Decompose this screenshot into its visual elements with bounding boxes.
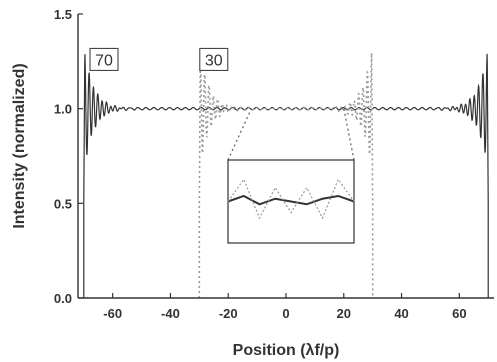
x-tick-label: -20 [219,306,238,321]
annotation-label-1: 30 [205,52,223,69]
annotation-box-1 [199,47,229,71]
series-layer [83,51,489,298]
x-tick-label: 60 [452,306,466,321]
zoom-line-left [227,108,252,161]
y-axis-label: Intensity (normalized) [11,63,28,228]
x-tick-label: 0 [282,306,289,321]
inset [227,108,355,244]
x-tick-label: 40 [394,306,408,321]
zoom-line-right [343,108,355,161]
series-line-0 [83,53,489,298]
x-axis-label: Position (λf/p) [233,342,340,359]
annotation-box-0 [89,47,119,71]
x-tick-label: -60 [103,306,122,321]
axes: -60 -40 -20 0 20 40 60 0.0 0.5 1.0 1.5 [54,7,494,321]
y-tick-label: 0.5 [54,196,72,211]
labels: Position (λf/p) Intensity (normalized) 70 3… [11,47,340,359]
x-tick-label: 20 [337,306,351,321]
y-tick-label: 0.0 [54,291,72,306]
y-tick-label: 1.0 [54,102,72,117]
inset-series-0 [227,194,355,206]
annotation-label-0: 70 [95,52,113,69]
inset-series-1 [227,178,355,220]
x-tick-label: -40 [161,306,180,321]
y-tick-label: 1.5 [54,7,72,22]
